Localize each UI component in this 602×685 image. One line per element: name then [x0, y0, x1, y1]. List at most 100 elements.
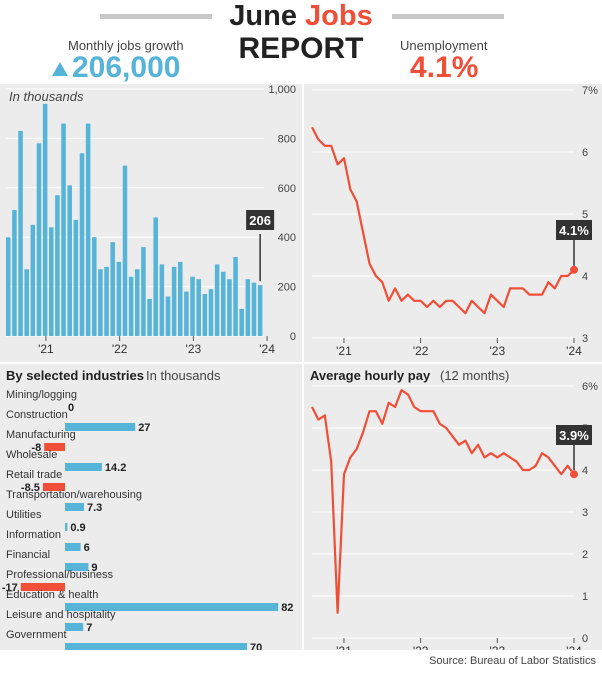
industry-value-label: 7.3 [87, 502, 102, 514]
industries-panel [0, 364, 302, 650]
x-tick-label: '24 [259, 342, 275, 356]
industry-bar [65, 643, 247, 650]
jobs-bar [171, 266, 177, 336]
y-tick-label: 0 [290, 331, 296, 343]
y-tick-label: 6 [582, 147, 588, 159]
last-value-box [246, 210, 275, 230]
jobs-bar [85, 123, 91, 336]
jobs-bar [190, 276, 195, 336]
industry-label: Utilities [6, 509, 42, 521]
y-tick-label: 800 [278, 133, 296, 145]
y-tick-label: 0 [582, 633, 588, 645]
industry-value-label: 14.2 [105, 462, 126, 474]
x-tick-label: '21 [336, 344, 352, 358]
y-tick-label: 1,000 [268, 84, 296, 96]
hourly-pay-panel [304, 364, 602, 650]
x-tick-label: '23 [186, 342, 202, 356]
industry-value-label: 70 [250, 642, 262, 650]
jobs-bar [110, 242, 115, 336]
y-tick-label: 200 [278, 282, 296, 294]
last-point [570, 470, 578, 479]
x-tick-label: '22 [112, 342, 128, 356]
header-rule-left [100, 14, 212, 19]
chart-subtitle: (12 months) [440, 368, 509, 383]
jobs-bar [42, 103, 48, 336]
jobs-bar [49, 227, 54, 336]
jobs-bar [36, 143, 42, 336]
industry-value-label: 0 [68, 402, 74, 414]
jobs-bar [98, 269, 103, 336]
industry-label: Financial [6, 549, 50, 561]
industries-chart: By selected industries In thousands Mining… [2, 368, 293, 650]
industry-label: Information [6, 529, 61, 541]
jobs-bar [251, 282, 257, 336]
jobs-bar [159, 264, 165, 336]
series-line [311, 126, 575, 315]
last-value-label: 4.1% [559, 223, 589, 238]
jobs-growth-chart: 1,000 800 600 400 200 0 In thousands '21 '22 '23 '… [6, 84, 296, 356]
industry-bar [65, 623, 84, 631]
jobs-bar [79, 153, 85, 336]
industry-label: Manufacturing [6, 429, 76, 441]
industry-bar [44, 443, 65, 451]
jobs-bar [147, 298, 152, 336]
industry-label: Leisure and hospitality [6, 609, 116, 621]
jobs-bar [245, 279, 251, 336]
jobs-bar [178, 261, 183, 336]
jobs-bar [233, 256, 238, 336]
hourly-pay-chart: 6%543210'21'22'23'243.9%Average hourly p… [310, 368, 598, 650]
jobs-bar [24, 269, 29, 336]
x-tick-label: '23 [489, 644, 505, 650]
jobs-bar [18, 130, 23, 336]
jobs-bar [116, 261, 122, 336]
x-tick-label: '23 [489, 344, 505, 358]
unemployment-value: 4.1% [410, 51, 479, 84]
industry-label: Government [6, 629, 67, 641]
jobs-bar [214, 264, 220, 336]
jobs-bar [257, 285, 263, 336]
y-tick-label: 1 [582, 591, 588, 603]
jobs-bar [135, 269, 140, 336]
industry-bar [65, 423, 136, 431]
y-tick-label: 4 [582, 465, 588, 477]
x-tick-label: '21 [336, 644, 352, 650]
y-tick-label: 5 [582, 209, 588, 221]
y-tick-label: 6% [582, 381, 598, 393]
industry-label: Professional/business [6, 569, 114, 581]
jobs-growth-label: Monthly jobs growth [68, 38, 184, 53]
industry-label: Wholesale [6, 449, 57, 461]
industry-bar [65, 603, 279, 611]
industry-bar [65, 543, 81, 551]
industry-value-label: 6 [84, 542, 90, 554]
x-tick-label: '22 [413, 344, 429, 358]
industry-bar [65, 503, 84, 511]
industry-value-label: 7 [86, 622, 92, 634]
chart-subtitle: In thousands [9, 89, 84, 104]
industry-label: Education & health [6, 589, 98, 601]
jobs-bar [208, 289, 214, 336]
industry-value-label: 0.9 [70, 522, 85, 534]
jobs-bar [184, 291, 189, 336]
industry-value-label: -8.5 [21, 482, 40, 494]
industry-value-label: 82 [281, 602, 293, 614]
x-tick-label: '24 [566, 644, 582, 650]
industry-bar [65, 463, 102, 471]
y-tick-label: 600 [278, 183, 296, 195]
jobs-bar [67, 185, 72, 336]
industry-bar [20, 583, 65, 591]
jobs-growth-value: 206,000 [72, 51, 181, 84]
y-tick-label: 7% [582, 85, 598, 97]
jobs-bar [196, 279, 201, 336]
last-value-box [556, 425, 592, 445]
chart-title: Average hourly pay [310, 368, 431, 383]
page-title-line-2: REPORT [238, 32, 364, 65]
jobs-bar [73, 219, 79, 336]
industry-label: Retail trade [6, 469, 62, 481]
industry-value-label: 27 [138, 422, 150, 434]
jobs-bar [55, 195, 60, 336]
unemployment-chart: 7% 6 5 4 3 '21 '22 '23 '24 4.1% [311, 85, 598, 358]
source-note: Source: Bureau of Labor Statistics [429, 655, 596, 667]
industry-label: Transportation/warehousing [6, 489, 142, 501]
jobs-bar [221, 271, 226, 336]
jobs-bar [12, 210, 17, 336]
